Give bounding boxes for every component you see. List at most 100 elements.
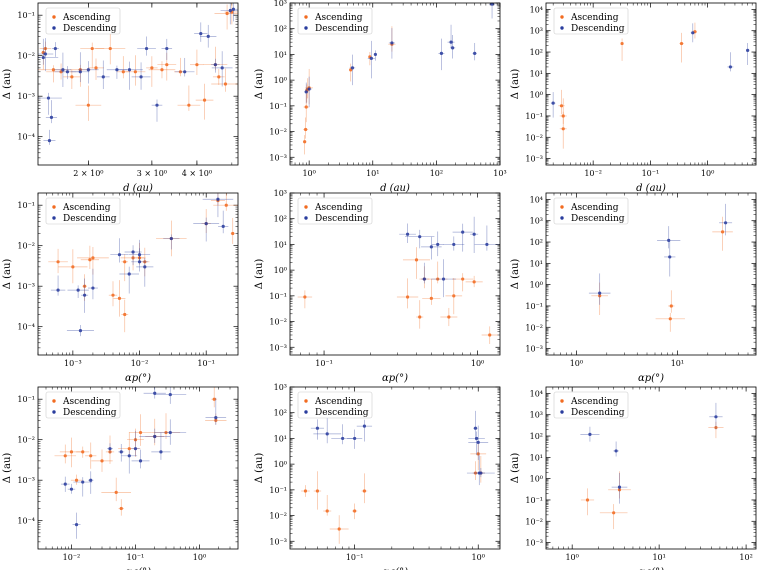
y-tick-label: 10⁻¹ (17, 11, 35, 20)
data-point (75, 85, 102, 121)
point-marker (49, 115, 54, 119)
point-marker (353, 436, 357, 441)
point-marker (86, 103, 90, 107)
data-point (230, 217, 235, 244)
point-marker (350, 66, 355, 70)
point-marker (451, 46, 455, 50)
y-tick-label: 10⁻¹ (269, 486, 287, 495)
point-marker (43, 46, 47, 51)
point-marker (452, 242, 456, 247)
point-marker (119, 506, 123, 511)
x-axis-label: αq(°) (382, 567, 408, 570)
data-point (349, 54, 356, 86)
point-marker (133, 438, 138, 442)
data-point (213, 193, 238, 211)
data-point (559, 111, 567, 149)
data-point (70, 474, 83, 485)
data-point (214, 4, 238, 30)
x-axis-label: αp(°) (382, 373, 408, 384)
legend-frame (297, 7, 373, 35)
y-tick-label: 10⁻⁴ (17, 517, 35, 526)
data-point (396, 278, 419, 309)
legend-label-descending: Descending (571, 214, 625, 224)
point-marker (561, 114, 565, 118)
point-marker (561, 127, 565, 131)
point-marker (86, 68, 90, 72)
x-tick-label: 3 × 10⁰ (137, 169, 167, 178)
data-point (679, 32, 684, 63)
point-marker (56, 288, 60, 292)
point-marker (225, 11, 229, 16)
x-tick-label: 10¹ (366, 169, 379, 178)
data-point (580, 488, 595, 516)
series-descending (310, 410, 495, 486)
point-marker (144, 46, 149, 51)
data-point (146, 56, 158, 87)
x-axis-label: αp(°) (125, 373, 151, 384)
point-marker (488, 333, 492, 337)
point-marker (414, 258, 419, 262)
data-point (63, 69, 81, 90)
x-axis-label: d (au) (636, 183, 666, 194)
series-ascending (297, 247, 498, 344)
point-marker (373, 52, 378, 57)
point-marker (614, 449, 618, 453)
point-marker (101, 75, 105, 79)
point-marker (153, 391, 157, 395)
point-marker (474, 436, 479, 441)
data-point (712, 216, 733, 251)
data-point (127, 428, 144, 457)
legend-marker-descending (52, 26, 56, 30)
point-marker (714, 415, 718, 419)
point-marker (667, 238, 671, 242)
point-marker (405, 295, 410, 299)
y-tick-label: 10⁰ (274, 460, 287, 469)
series-descending (550, 23, 750, 118)
x-axis-label: d (au) (380, 183, 410, 194)
data-point (608, 471, 631, 499)
legend-label-descending: Descending (63, 214, 117, 224)
y-axis-label: Δ (au) (2, 259, 13, 290)
x-tick-label: 10⁻¹ (127, 553, 145, 562)
point-marker (123, 260, 127, 264)
x-tick-label: 10⁻¹ (315, 359, 333, 368)
data-point (106, 65, 128, 79)
data-point (690, 23, 695, 43)
point-marker (71, 265, 75, 269)
point-marker (213, 63, 217, 67)
legend-marker-ascending (304, 205, 308, 209)
point-marker (81, 480, 85, 484)
point-marker (89, 478, 93, 482)
data-point (190, 49, 204, 76)
legend-frame (297, 391, 373, 419)
data-point (620, 38, 624, 61)
data-point (588, 273, 611, 305)
data-point (87, 268, 98, 300)
data-point (361, 473, 368, 504)
point-marker (74, 478, 79, 482)
legend-label-ascending: Ascending (314, 13, 363, 23)
minor-ticks (290, 193, 500, 355)
y-tick-label: 10⁻¹ (269, 102, 287, 111)
x-tick-label: 10⁰ (472, 553, 485, 562)
point-marker (183, 70, 187, 74)
data-point (443, 236, 465, 251)
data-point (229, 3, 238, 22)
legend-frame (553, 197, 629, 225)
y-tick-label: 10³ (530, 27, 543, 36)
point-marker (315, 489, 320, 493)
data-point (71, 52, 90, 83)
data-point (80, 42, 105, 69)
axes-frame (37, 192, 239, 356)
data-point (113, 280, 126, 317)
point-marker (304, 127, 308, 132)
data-point (96, 60, 110, 90)
data-point (220, 3, 238, 25)
point-marker (108, 447, 112, 451)
point-marker (353, 509, 357, 513)
point-marker (617, 488, 622, 492)
x-tick-label: 10⁻² (63, 553, 81, 562)
point-marker (436, 277, 440, 281)
